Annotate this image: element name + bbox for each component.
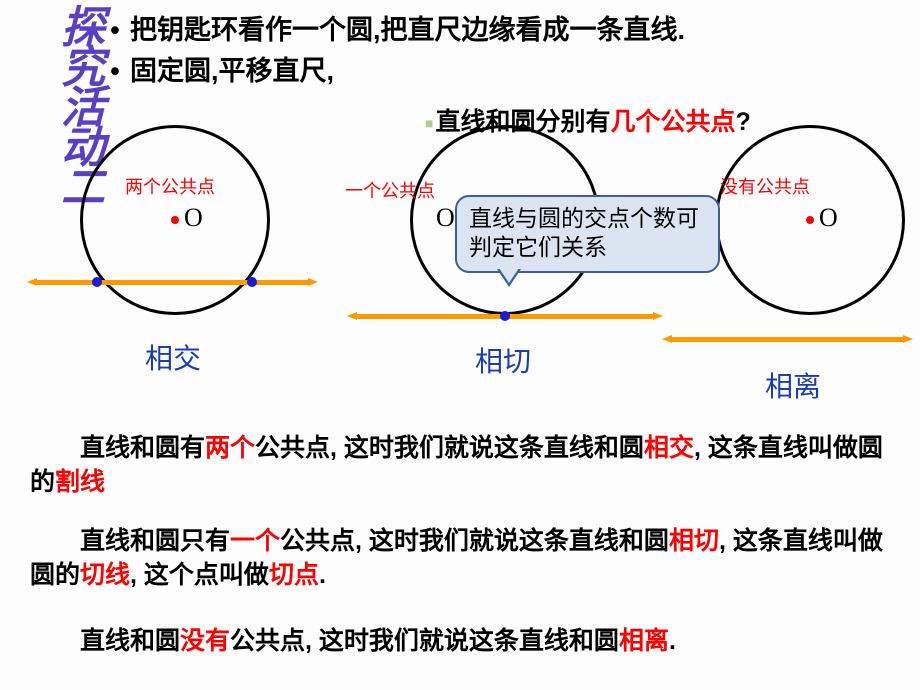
paragraph-1: 直线和圆有两个公共点, 这时我们就说这条直线和圆相交, 这条直线叫做圆的割线	[30, 432, 900, 500]
p2-h: 切点	[269, 561, 319, 589]
p2-b: 一个	[230, 527, 280, 555]
secant-line	[35, 280, 310, 285]
p1-c: 公共点, 这时我们就说这条直线和圆	[255, 434, 644, 462]
p1-a: 直线和圆有	[80, 434, 205, 462]
p3-e: .	[669, 627, 676, 655]
intersect-point-a	[92, 277, 102, 287]
bullet-1-text: 把钥匙环看作一个圆,把直尺边缘看成一条直线.	[130, 15, 685, 45]
p1-f: 割线	[55, 468, 105, 496]
bullet-2-text: 固定圆,平移直尺,	[130, 56, 334, 86]
p2-g: , 这个点叫做	[130, 561, 269, 589]
paragraph-3: 直线和圆没有公共点, 这时我们就说这条直线和圆相离.	[30, 625, 900, 659]
p2-f: 切线	[80, 561, 130, 589]
callout: 直线与圆的交点个数可判定它们关系	[455, 195, 720, 273]
p3-c: 公共点, 这时我们就说这条直线和圆	[230, 627, 619, 655]
separate-line	[670, 337, 905, 342]
center-dot-3	[806, 216, 814, 224]
points-label-2: 一个公共点	[345, 177, 435, 203]
bullet-2: •固定圆,平移直尺,	[100, 51, 685, 92]
points-label-1: 两个公共点	[125, 173, 215, 199]
intersect-point-b	[247, 277, 257, 287]
center-dot-1	[171, 216, 179, 224]
p2-d: 相切	[669, 527, 719, 555]
p1-b: 两个	[205, 434, 255, 462]
bullets: •把钥匙环看作一个圆,把直尺边缘看成一条直线. •固定圆,平移直尺,	[100, 10, 685, 91]
tangent-point	[500, 311, 510, 321]
bullet-1: •把钥匙环看作一个圆,把直尺边缘看成一条直线.	[100, 10, 685, 51]
p3-d: 相离	[619, 627, 669, 655]
o-label-3: O	[819, 203, 838, 233]
p2-c: 公共点, 这时我们就说这条直线和圆	[280, 527, 669, 555]
paragraph-2: 直线和圆只有一个公共点, 这时我们就说这条直线和圆相切, 这条直线叫做圆的切线,…	[30, 525, 900, 593]
p3-a: 直线和圆	[80, 627, 180, 655]
points-label-3: 没有公共点	[720, 173, 810, 199]
p3-b: 没有	[180, 627, 230, 655]
o-label-1: O	[184, 203, 203, 233]
relation-label-3: 相离	[765, 365, 821, 405]
relation-label-2: 相切	[475, 340, 531, 380]
relation-label-1: 相交	[145, 337, 201, 377]
p2-i: .	[319, 561, 326, 589]
p2-a: 直线和圆只有	[80, 527, 230, 555]
p1-d: 相交	[644, 434, 694, 462]
o-label-2: O	[436, 203, 455, 233]
